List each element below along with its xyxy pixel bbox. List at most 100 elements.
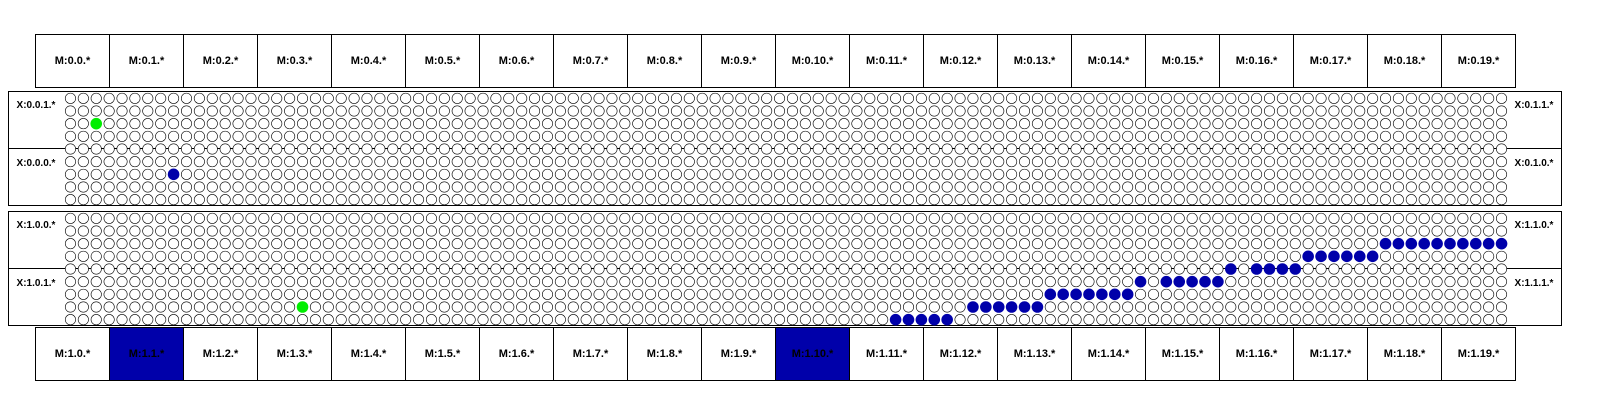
grid-node xyxy=(1496,194,1508,206)
grid-node xyxy=(825,238,837,250)
grid-node xyxy=(1483,92,1495,104)
grid-node xyxy=(928,263,940,275)
grid-node xyxy=(1096,118,1108,130)
grid-node xyxy=(477,194,489,206)
grid-node xyxy=(593,92,605,104)
grid-node xyxy=(786,156,798,168)
grid-node xyxy=(941,130,953,142)
grid-node xyxy=(1031,238,1043,250)
grid-node xyxy=(1044,225,1056,237)
grid-node xyxy=(877,118,889,130)
grid-node xyxy=(722,130,734,142)
grid-node xyxy=(645,130,657,142)
grid-node xyxy=(168,250,180,262)
grid-node xyxy=(1186,143,1198,155)
grid-node xyxy=(1186,92,1198,104)
grid-node xyxy=(1160,118,1172,130)
grid-node xyxy=(541,143,553,155)
grid-node xyxy=(851,118,863,130)
grid-node xyxy=(1444,212,1456,224)
grid-node xyxy=(400,118,412,130)
grid-node xyxy=(1135,168,1147,180)
grid-node xyxy=(129,181,141,193)
grid-node xyxy=(361,181,373,193)
grid-node xyxy=(645,194,657,206)
grid-node xyxy=(1135,238,1147,250)
grid-node xyxy=(1109,105,1121,117)
grid-node xyxy=(902,130,914,142)
grid-node xyxy=(954,92,966,104)
grid-node xyxy=(1044,238,1056,250)
grid-node xyxy=(1470,143,1482,155)
grid-node xyxy=(593,314,605,326)
grid-node xyxy=(116,156,128,168)
grid-node xyxy=(980,130,992,142)
grid-node xyxy=(645,263,657,275)
grid-node xyxy=(735,288,747,300)
grid-node xyxy=(1070,105,1082,117)
grid-node xyxy=(413,276,425,288)
grid-node xyxy=(1470,225,1482,237)
grid-node xyxy=(1354,143,1366,155)
grid-node xyxy=(1057,276,1069,288)
grid-node xyxy=(297,212,309,224)
grid-node xyxy=(64,143,76,155)
grid-node xyxy=(155,212,167,224)
grid-node xyxy=(606,168,618,180)
grid-node xyxy=(864,105,876,117)
grid-node xyxy=(915,263,927,275)
grid-node xyxy=(1083,143,1095,155)
grid-node xyxy=(967,225,979,237)
grid-node xyxy=(413,250,425,262)
grid-node xyxy=(1315,118,1327,130)
blue-node xyxy=(1134,275,1147,288)
grid-node xyxy=(400,130,412,142)
grid-node xyxy=(851,92,863,104)
grid-node xyxy=(297,288,309,300)
grid-node xyxy=(670,143,682,155)
grid-node xyxy=(1251,212,1263,224)
grid-node xyxy=(1173,314,1185,326)
grid-node xyxy=(387,276,399,288)
grid-node xyxy=(1083,225,1095,237)
grid-node xyxy=(335,263,347,275)
grid-node xyxy=(748,263,760,275)
grid-node xyxy=(1457,250,1469,262)
grid-node xyxy=(658,105,670,117)
grid-node xyxy=(374,130,386,142)
grid-node xyxy=(851,156,863,168)
grid-node xyxy=(1251,194,1263,206)
grid-node xyxy=(928,156,940,168)
grid-node xyxy=(90,168,102,180)
grid-node xyxy=(1483,250,1495,262)
blue-node xyxy=(1392,237,1405,250)
grid-node xyxy=(696,118,708,130)
grid-node xyxy=(1160,263,1172,275)
grid-node xyxy=(400,238,412,250)
blue-node xyxy=(902,313,915,326)
grid-node xyxy=(348,130,360,142)
grid-node xyxy=(941,263,953,275)
m-cell-top-16: M:0.16.* xyxy=(1219,34,1294,88)
grid-node xyxy=(812,143,824,155)
grid-node xyxy=(851,143,863,155)
grid-node xyxy=(1122,212,1134,224)
grid-node xyxy=(490,168,502,180)
grid-node xyxy=(580,288,592,300)
grid-node xyxy=(541,168,553,180)
grid-node xyxy=(554,105,566,117)
grid-node xyxy=(786,212,798,224)
grid-node xyxy=(645,276,657,288)
grid-node xyxy=(1186,250,1198,262)
blue-node xyxy=(1121,288,1134,301)
grid-node xyxy=(206,118,218,130)
grid-node xyxy=(245,105,257,117)
grid-node xyxy=(1431,156,1443,168)
grid-node xyxy=(1044,314,1056,326)
grid-node xyxy=(1031,250,1043,262)
grid-node xyxy=(658,276,670,288)
grid-node xyxy=(761,130,773,142)
blue-node xyxy=(1096,288,1108,301)
grid-node xyxy=(774,288,786,300)
node-grid-1 xyxy=(64,212,1508,326)
